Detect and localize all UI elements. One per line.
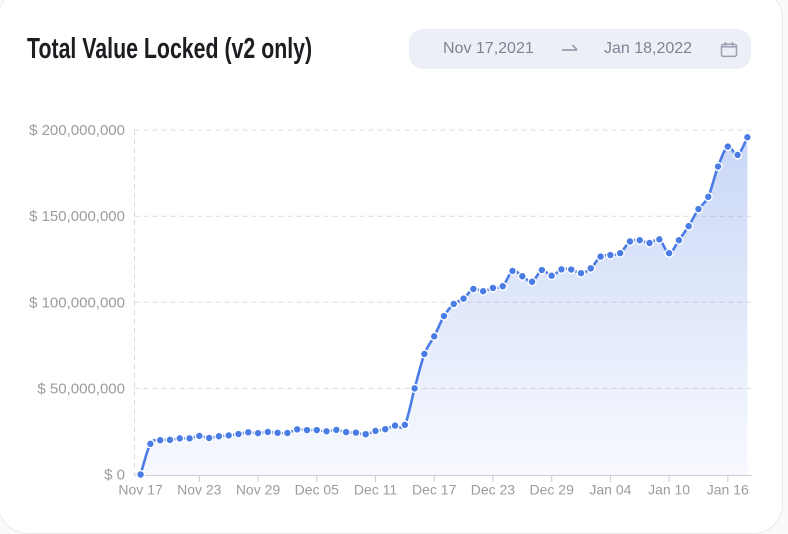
- svg-text:Dec 29: Dec 29: [530, 482, 575, 498]
- svg-text:$ 0: $ 0: [104, 467, 125, 484]
- svg-text:Jan 16: Jan 16: [707, 482, 749, 498]
- svg-text:$ 150,000,000: $ 150,000,000: [29, 208, 125, 225]
- svg-text:Nov 23: Nov 23: [177, 482, 222, 498]
- svg-text:Dec 17: Dec 17: [412, 482, 457, 498]
- svg-text:$ 50,000,000: $ 50,000,000: [37, 380, 125, 397]
- svg-text:Nov 29: Nov 29: [236, 482, 281, 498]
- svg-text:Dec 11: Dec 11: [354, 482, 398, 498]
- svg-text:Nov 17: Nov 17: [118, 482, 163, 498]
- svg-text:Jan 04: Jan 04: [589, 482, 631, 498]
- svg-text:$ 200,000,000: $ 200,000,000: [29, 122, 125, 139]
- svg-text:$ 100,000,000: $ 100,000,000: [29, 294, 125, 311]
- svg-text:Dec 05: Dec 05: [295, 482, 340, 498]
- svg-text:Dec 23: Dec 23: [471, 482, 516, 498]
- svg-text:Jan 10: Jan 10: [648, 482, 690, 498]
